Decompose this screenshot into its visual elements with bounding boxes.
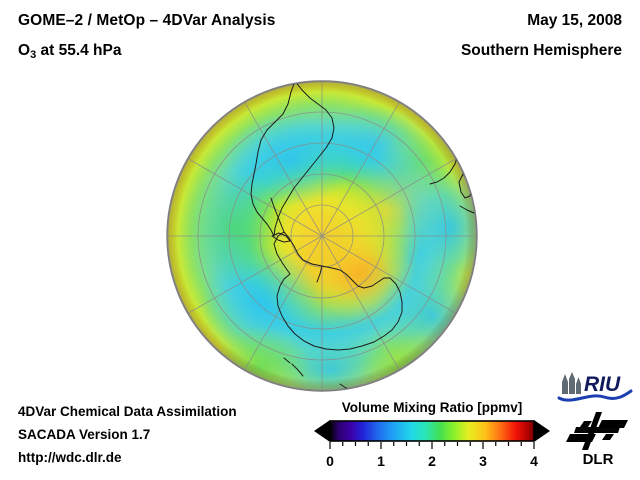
coastline-antarctic-peninsula [270,197,285,233]
globe-outline [166,80,478,392]
coastline-antarctica-detail [316,265,323,283]
dlr-mark-icon [566,412,628,450]
colorbar-title: Volume Mixing Ratio [ppmv] [341,400,523,415]
riu-logo-text: RIU [584,373,621,396]
orthographic-projection-svg [166,80,478,392]
colorbar-svg: 0 1 2 3 4 [314,420,550,469]
footer-line-version: SACADA Version 1.7 [18,427,151,442]
species-subscript: 3 [30,49,37,61]
colorbar-tick-labels: 0 1 2 3 4 [326,453,538,469]
colorbar-gradient [330,421,534,441]
colorbar-tick-label: 1 [377,453,385,469]
page-subtitle: O3 at 55.4 hPa [18,42,121,61]
coastline-new-zealand [291,363,304,377]
page-title-text: GOME–2 / MetOp – 4DVar Analysis [18,12,276,29]
riu-tower-icon [562,372,581,394]
species-label: O [18,42,31,59]
globe-map [164,78,480,394]
analysis-date: May 15, 2008 [527,12,622,29]
dlr-logo-text: DLR [583,451,614,466]
colorbar-extend-low-arrow [314,420,330,442]
colorbar-tick-label: 3 [479,453,487,469]
coastline-new-zealand-south [283,357,291,364]
colorbar-tick-label: 0 [326,453,334,469]
riu-logo: RIU [556,372,634,406]
colorbar-frame [329,420,535,442]
coastline-south-america-east [273,81,335,237]
colorbar-tick-label: 4 [530,453,538,469]
colorbar-ticks [329,442,535,449]
footer-line-url: http://wdc.dlr.de [18,450,122,465]
riu-logo-svg: RIU [557,372,633,402]
pressure-level-label: at 55.4 hPa [36,42,122,59]
page-title: GOME–2 / MetOp – 4DVar Analysis [18,12,276,30]
riu-wave-icon [557,389,633,402]
dlr-logo-svg: DLR [566,412,628,468]
footer-line-method: 4DVar Chemical Data Assimilation [18,404,237,419]
coastline-tierra-del-fuego [271,232,291,243]
colorbar-tick-label: 2 [428,453,436,469]
region-label: Southern Hemisphere [460,42,622,59]
coastline-antarctica [273,231,403,351]
dlr-logo: DLR [562,410,634,468]
coastline-south-america [250,81,296,237]
colorbar: Volume Mixing Ratio [ppmv] [312,400,552,472]
graticule [167,81,477,391]
coastline-australia-south [459,205,475,214]
colorbar-extend-high-arrow [534,420,550,442]
